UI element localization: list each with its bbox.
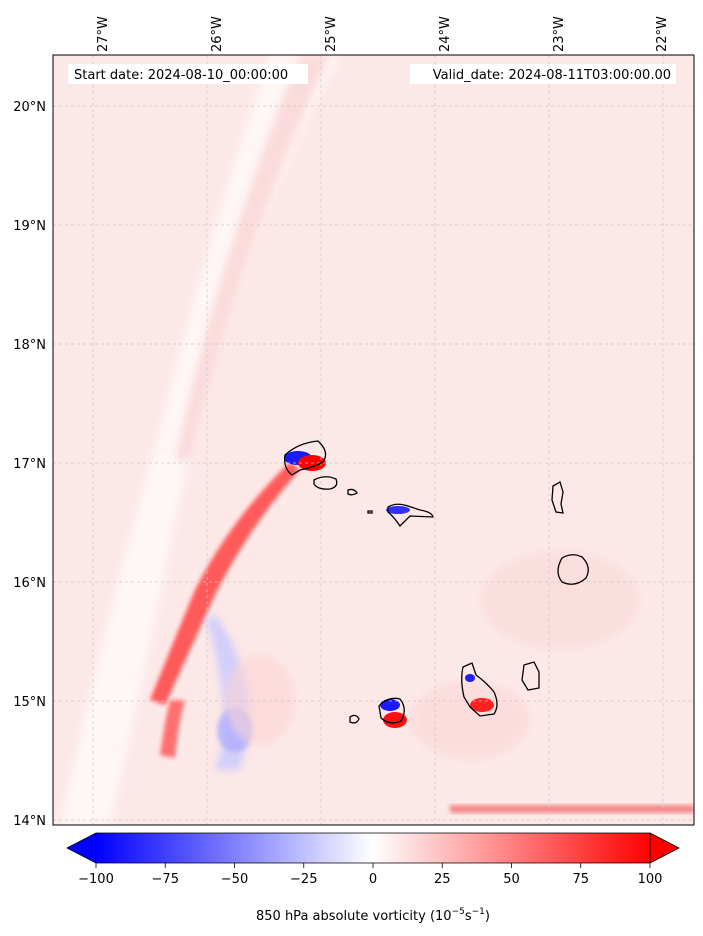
island-brava bbox=[349, 714, 360, 724]
lat-label-14n: 14°N bbox=[13, 814, 46, 829]
island-santa-luzia bbox=[347, 488, 358, 496]
island-santo-antao bbox=[284, 440, 327, 476]
vorticity-background bbox=[53, 55, 694, 825]
colorbar-label: 850 hPa absolute vorticity (10−5s−1) bbox=[256, 907, 490, 924]
lat-label-19n: 19°N bbox=[13, 219, 46, 234]
lat-label-20n: 20°N bbox=[13, 100, 46, 115]
texture-1 bbox=[225, 655, 295, 745]
colorbar-tick-label: −100 bbox=[78, 872, 114, 887]
island-sal bbox=[551, 481, 564, 514]
colorbar-tick-label: −50 bbox=[221, 872, 248, 887]
colorbar-tick-label: 75 bbox=[572, 872, 589, 887]
texture-3 bbox=[480, 550, 640, 650]
colorbar-tick-label: 50 bbox=[503, 872, 520, 887]
island-fogo bbox=[378, 697, 405, 724]
island-maio bbox=[521, 661, 540, 691]
start-date-box bbox=[68, 64, 308, 84]
colorbar: −100 −75 −50 −25 0 25 50 75 100 850 hPa absolute… bbox=[66, 832, 680, 924]
vorticity-field bbox=[60, 55, 694, 825]
dipole-blue-santiago bbox=[465, 674, 475, 682]
colorbar-gradient bbox=[96, 833, 650, 863]
island-sao-vicente bbox=[313, 476, 338, 490]
band-edge bbox=[175, 55, 330, 460]
latitude-labels: 20°N 19°N 18°N 17°N 16°N 15°N 14°N bbox=[13, 100, 46, 829]
lat-label-17n: 17°N bbox=[13, 457, 46, 472]
lon-label-27w: 27°W bbox=[96, 16, 111, 52]
pale-band bbox=[60, 55, 340, 825]
valid-date-label: Valid_date: 2024-08-11T03:00:00.00 bbox=[433, 68, 671, 83]
coastlines bbox=[284, 440, 589, 724]
bottom-strip bbox=[450, 805, 694, 813]
colorbar-tick-label: 0 bbox=[369, 872, 377, 887]
valid-date-box bbox=[410, 64, 676, 84]
colorbar-tick-label: 25 bbox=[434, 872, 451, 887]
lat-label-18n: 18°N bbox=[13, 338, 46, 353]
island-sao-nicolau bbox=[387, 503, 434, 528]
colorbar-tick-label: 100 bbox=[638, 872, 663, 887]
dipole-red-santiago bbox=[470, 698, 494, 712]
texture-2 bbox=[410, 680, 530, 760]
dipole-blue-fogo bbox=[380, 699, 400, 711]
map-frame bbox=[52, 54, 695, 826]
colorbar-ticks: −100 −75 −50 −25 0 25 50 75 100 bbox=[78, 863, 662, 887]
colorbar-extend-min bbox=[66, 832, 97, 864]
lon-label-24w: 24°W bbox=[438, 16, 453, 52]
colorbar-extend-max bbox=[649, 832, 680, 864]
longitude-labels: 27°W 26°W 25°W 24°W 23°W 22°W bbox=[96, 16, 670, 52]
colorbar-tick-label: −75 bbox=[152, 872, 179, 887]
map-panel: Start date: 2024-08-10_00:00:00 Valid_da… bbox=[13, 16, 695, 829]
lon-label-26w: 26°W bbox=[210, 16, 225, 52]
shear-line bbox=[150, 462, 300, 705]
dipole-red-fogo bbox=[383, 712, 407, 728]
dipole-blue-sao-nicolau bbox=[386, 506, 410, 514]
lat-label-15n: 15°N bbox=[13, 695, 46, 710]
lon-label-25w: 25°W bbox=[324, 16, 339, 52]
island-santiago bbox=[461, 662, 498, 717]
gridlines bbox=[53, 55, 694, 825]
lon-label-23w: 23°W bbox=[552, 16, 567, 52]
island-branco bbox=[367, 510, 373, 514]
shear-line-tail bbox=[160, 700, 185, 758]
start-date-label: Start date: 2024-08-10_00:00:00 bbox=[74, 68, 288, 83]
lon-label-22w: 22°W bbox=[655, 16, 670, 52]
island-boa-vista bbox=[557, 554, 589, 585]
lat-label-16n: 16°N bbox=[13, 576, 46, 591]
colorbar-tick-label: −25 bbox=[290, 872, 317, 887]
